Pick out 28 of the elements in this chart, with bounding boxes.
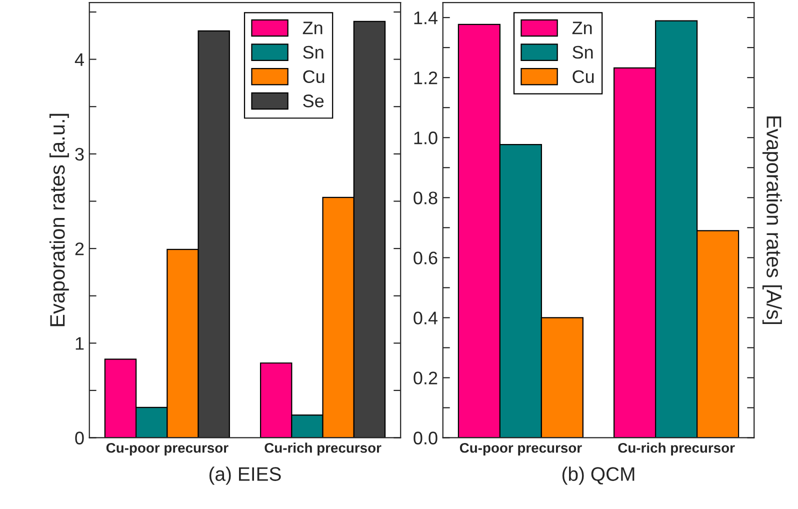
legend-label: Zn <box>572 22 592 34</box>
y-tick-label: 1.0 <box>414 132 438 144</box>
x-tick-label: Cu-poor precursor <box>106 442 228 456</box>
x-tick-label: Cu-poor precursor <box>460 442 582 456</box>
y-axis-title: Evaporation rates [A/s] <box>762 116 782 324</box>
legend-label: Cu <box>572 70 594 84</box>
y-tick-label: 0 <box>75 432 84 444</box>
y-tick-label: 4 <box>74 53 84 66</box>
y-tick-label: 1 <box>76 337 84 350</box>
legend-label: Sn <box>303 46 324 59</box>
x-axis-title: (b) QCM <box>562 466 634 485</box>
y-tick-label: 1.4 <box>414 12 438 24</box>
y-tick-label: 0.6 <box>414 252 438 264</box>
y-axis-title: Evaporation rates [a.u.] <box>50 114 69 326</box>
y-tick-label: 0.2 <box>414 372 438 384</box>
legend-label: Sn <box>572 46 593 59</box>
x-tick-label: Cu-rich precursor <box>618 442 735 456</box>
y-tick-label: 0.4 <box>414 312 438 324</box>
text: 0.0 <box>414 432 438 444</box>
y-tick-label: 3 <box>75 148 84 161</box>
y-tick-label: 2 <box>75 242 84 256</box>
y-tick-label: 1.2 <box>414 72 438 84</box>
legend-label: Zn <box>302 22 322 34</box>
y-tick-label: 0.8 <box>414 192 438 204</box>
legend-label: Cu <box>303 70 324 84</box>
x-tick-label: Cu-rich precursor <box>264 442 382 456</box>
x-axis-title: (a) EIES <box>209 466 281 485</box>
legend-label: Se <box>303 94 324 108</box>
